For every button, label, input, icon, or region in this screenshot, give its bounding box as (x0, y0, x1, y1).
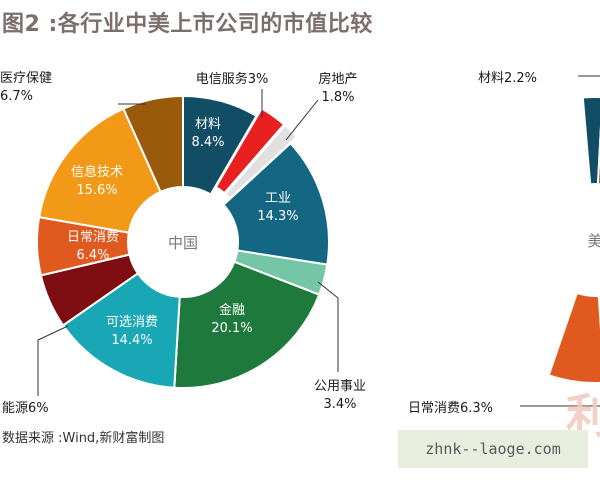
us-slice-4-label: 日常消费6.3% (408, 401, 493, 416)
china-donut (36, 94, 330, 389)
china-slice-2-label: 电信服务3% (196, 71, 269, 87)
china-slice-11-value-label: 6.7% (0, 89, 33, 104)
china-leader-lines (37, 89, 339, 396)
china-slice-10-value-label: 15.6% (76, 183, 117, 198)
us-slice-2-value-label: 11.7% (539, 143, 580, 158)
china-slice-9-value-label: 6.4% (76, 248, 109, 263)
us-leader-lines (520, 75, 600, 407)
china-slice-6-name-label: 金融 (219, 302, 245, 318)
china-slice-7-value-label: 14.4% (111, 333, 152, 348)
china-labels: 材料 8.4% 电信服务3% 房地产 1.8% 工业 14.3% 公用事业 3.4% 金融 20.1… (0, 71, 366, 416)
us-slice-2-wedge (596, 126, 600, 186)
china-slice-5-value-label: 3.4% (323, 397, 356, 412)
china-slice-10-name-label: 信息技术 (71, 164, 123, 180)
china-slice-7-wedge (61, 271, 181, 389)
china-slice-6-wedge (173, 260, 321, 389)
us-slice-1-wedge (581, 96, 600, 186)
us-donut (547, 96, 600, 384)
china-slice-11-name-label: 医疗保健 (0, 71, 52, 86)
china-slice-4-value-label: 14.3% (257, 209, 298, 224)
us-slice-1-label: 材料2.2% (478, 71, 537, 86)
china-slice-1-value-label: 8.4% (191, 135, 224, 150)
china-slice-4-name-label: 工业 (265, 191, 291, 206)
china-slice-6-value-label: 20.1% (211, 321, 252, 336)
china-slice-7-name-label: 可选消费 (106, 315, 158, 330)
china-center-label: 中国 (168, 234, 198, 252)
us-center-label: 美 (587, 232, 600, 250)
china-slice-8-leader (37, 325, 69, 396)
china-slice-3-value-label: 1.8% (321, 90, 354, 105)
us-labels: 材料2.2% 医疗保健 11.7% 信息技术 36.4% 日常消费6.3% 美 (408, 71, 600, 416)
china-slice-3-name-label: 房地产 (318, 71, 357, 87)
china-slice-8-label: 能源6% (2, 401, 49, 416)
china-slice-9-name-label: 日常消费 (67, 230, 119, 245)
china-slice-3-leader (285, 99, 319, 141)
china-slice-5-leader (317, 281, 339, 372)
us-slice-2-name-label: 医疗保健 (534, 125, 586, 140)
china-slice-11-wedge (122, 94, 184, 194)
page-title: 图2 :各行业中美上市公司的市值比较 (2, 12, 373, 37)
us-slice-4-wedge (547, 291, 600, 384)
china-slice-2-wedge (214, 107, 286, 195)
us-slice-3-value-label: 36.4% (479, 263, 520, 278)
china-slice-10-wedge (37, 107, 162, 234)
us-slice-3-name-label: 信息技术 (474, 244, 526, 260)
china-slice-4-wedge (222, 141, 330, 266)
source-note: 数据来源 :Wind,新财富制图 (2, 431, 165, 446)
watermark-banner: zhnk--laoge.com (398, 430, 588, 468)
china-slice-5-name-label: 公用事业 (314, 379, 366, 394)
china-slice-1-name-label: 材料 (195, 117, 221, 132)
